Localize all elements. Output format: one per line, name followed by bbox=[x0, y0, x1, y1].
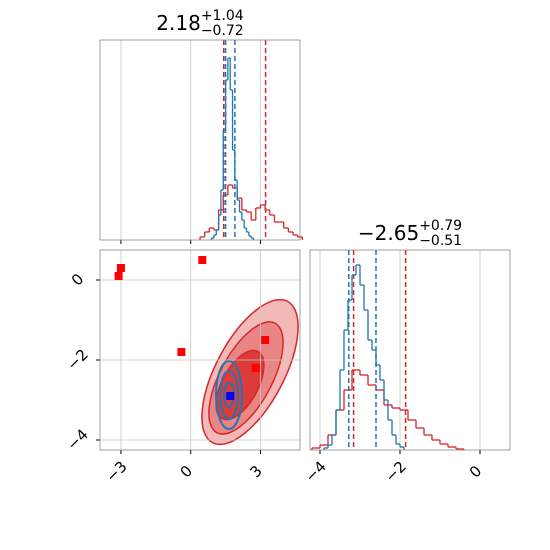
x-tick-label: 0 bbox=[177, 462, 196, 481]
title-sub: −0.51 bbox=[419, 233, 462, 249]
x-tick-label: −4 bbox=[301, 457, 329, 485]
x-tick-label: 0 bbox=[466, 462, 485, 481]
point bbox=[251, 364, 260, 372]
x-tick-label: 3 bbox=[246, 462, 265, 481]
title-sub: −0.72 bbox=[201, 23, 244, 39]
panel-title: 2.18+1.04 −0.72 bbox=[156, 8, 244, 39]
point bbox=[116, 264, 125, 272]
title-sup: +0.79 bbox=[419, 218, 462, 234]
title-sup: +1.04 bbox=[201, 8, 244, 24]
panel-frame bbox=[99, 39, 301, 241]
x-tick-label: −3 bbox=[102, 457, 130, 485]
panel-frame bbox=[99, 249, 301, 451]
y-tick-label: −4 bbox=[63, 425, 91, 453]
point bbox=[177, 348, 186, 356]
point bbox=[198, 256, 207, 264]
point bbox=[261, 336, 270, 344]
y-tick-label: −2 bbox=[63, 345, 91, 373]
point bbox=[114, 272, 123, 280]
point bbox=[226, 392, 235, 400]
y-tick-label: 0 bbox=[68, 270, 87, 289]
hist-riser bbox=[210, 58, 255, 240]
x-tick-label: −2 bbox=[381, 457, 409, 485]
density-contours bbox=[201, 298, 299, 446]
panel-frame bbox=[309, 249, 511, 451]
title-main: −2.65 bbox=[358, 221, 419, 245]
hist-riser bbox=[323, 265, 405, 450]
panel-title: −2.65+0.79 −0.51 bbox=[358, 218, 462, 249]
hist-riser bbox=[199, 185, 303, 240]
title-main: 2.18 bbox=[156, 11, 201, 35]
